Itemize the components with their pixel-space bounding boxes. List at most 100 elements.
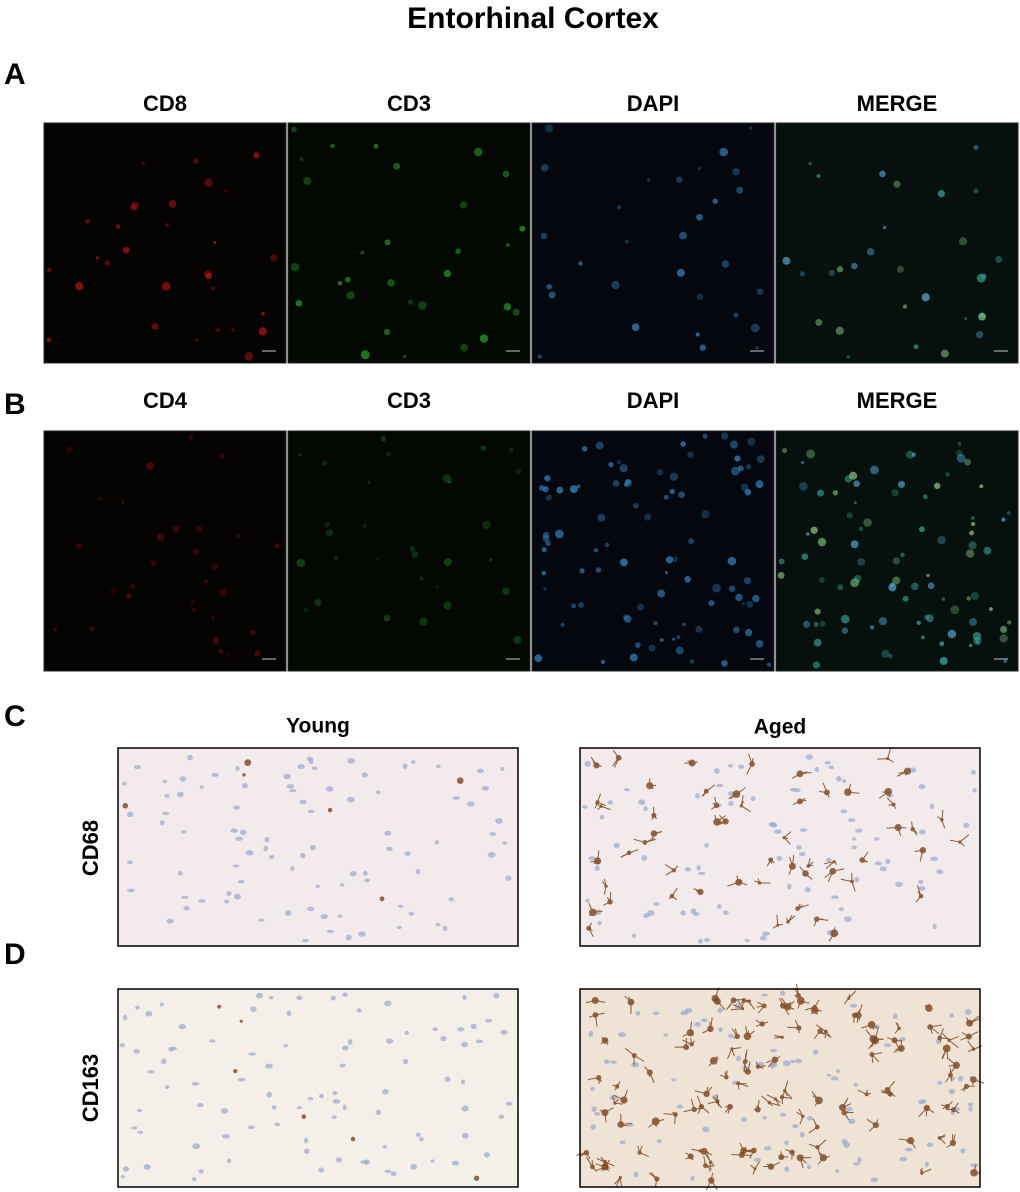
cell — [270, 254, 278, 262]
process — [653, 815, 657, 820]
micrograph — [43, 122, 287, 364]
cell — [231, 328, 236, 332]
process — [926, 1107, 935, 1114]
cell — [542, 486, 549, 493]
process — [633, 838, 646, 843]
cell — [734, 455, 741, 462]
nucleus — [230, 828, 238, 833]
cell — [750, 323, 760, 333]
nucleus — [339, 883, 345, 887]
nucleus — [738, 764, 745, 769]
process — [939, 1137, 946, 1145]
process — [709, 1017, 713, 1029]
cell — [902, 304, 908, 309]
stained-cell — [244, 759, 252, 767]
cell — [853, 501, 857, 505]
nucleus — [232, 805, 241, 810]
cell — [712, 198, 718, 204]
stained-cell — [350, 1136, 356, 1142]
nucleus — [432, 1027, 439, 1032]
cell — [816, 489, 824, 497]
process — [877, 758, 888, 760]
micrograph-bg — [775, 430, 1019, 672]
nucleus — [120, 1174, 125, 1179]
cell — [205, 272, 212, 280]
nucleus — [396, 925, 402, 930]
cell — [648, 644, 656, 652]
process — [613, 1094, 625, 1101]
process — [702, 1028, 711, 1034]
process — [603, 878, 607, 887]
process — [595, 1000, 606, 1003]
process — [919, 1169, 923, 1174]
process — [787, 915, 796, 923]
cell — [53, 627, 58, 632]
nucleus — [770, 822, 778, 828]
cell — [393, 162, 401, 170]
cell — [906, 450, 915, 459]
nucleus — [180, 830, 187, 834]
channel-label: MERGE — [857, 388, 938, 413]
cell — [611, 280, 620, 290]
nucleus — [346, 796, 355, 803]
nucleus — [187, 754, 193, 761]
nucleus — [335, 1157, 343, 1163]
cell — [747, 437, 756, 446]
nucleus — [848, 1118, 856, 1125]
process — [736, 787, 746, 795]
cell — [808, 161, 812, 166]
process — [757, 1100, 760, 1110]
cell — [897, 480, 906, 489]
cell — [1001, 517, 1006, 522]
process — [819, 1030, 831, 1037]
process — [748, 1000, 752, 1006]
nucleus — [799, 828, 808, 832]
process — [853, 1015, 856, 1023]
process — [843, 1112, 850, 1121]
nucleus — [143, 1164, 151, 1170]
nucleus — [690, 908, 697, 915]
micrograph-bg — [580, 748, 980, 946]
micrograph — [117, 988, 519, 1188]
nucleus — [799, 851, 806, 857]
process — [939, 1037, 950, 1040]
nucleus — [670, 1078, 676, 1082]
nucleus — [177, 791, 184, 798]
column-label: Young — [286, 715, 350, 738]
process — [787, 1006, 795, 1010]
process — [692, 761, 699, 764]
process — [663, 1113, 676, 1116]
process — [858, 1015, 861, 1021]
cell — [857, 558, 866, 566]
nucleus — [698, 938, 703, 944]
process — [606, 896, 611, 903]
nucleus — [618, 1032, 626, 1038]
cell — [911, 452, 916, 457]
process — [937, 816, 943, 821]
process — [948, 1064, 957, 1067]
cell — [941, 597, 945, 601]
cell — [290, 262, 300, 272]
nucleus — [191, 1176, 197, 1182]
nucleus — [283, 773, 291, 780]
nucleus — [845, 1106, 853, 1112]
cell — [512, 308, 520, 316]
cell — [321, 460, 328, 466]
cell — [923, 494, 928, 499]
nucleus — [410, 1163, 417, 1170]
cell — [973, 145, 979, 150]
cell — [837, 584, 844, 591]
process — [592, 761, 597, 766]
nucleus — [326, 786, 334, 792]
cell — [781, 447, 788, 454]
process — [716, 815, 726, 823]
process — [887, 758, 894, 763]
cell — [828, 269, 835, 277]
process — [668, 895, 673, 900]
process — [960, 1036, 969, 1041]
process — [720, 1074, 727, 1078]
process — [941, 1048, 948, 1059]
nucleus — [404, 1030, 409, 1036]
process — [597, 805, 602, 811]
cell — [448, 480, 452, 484]
